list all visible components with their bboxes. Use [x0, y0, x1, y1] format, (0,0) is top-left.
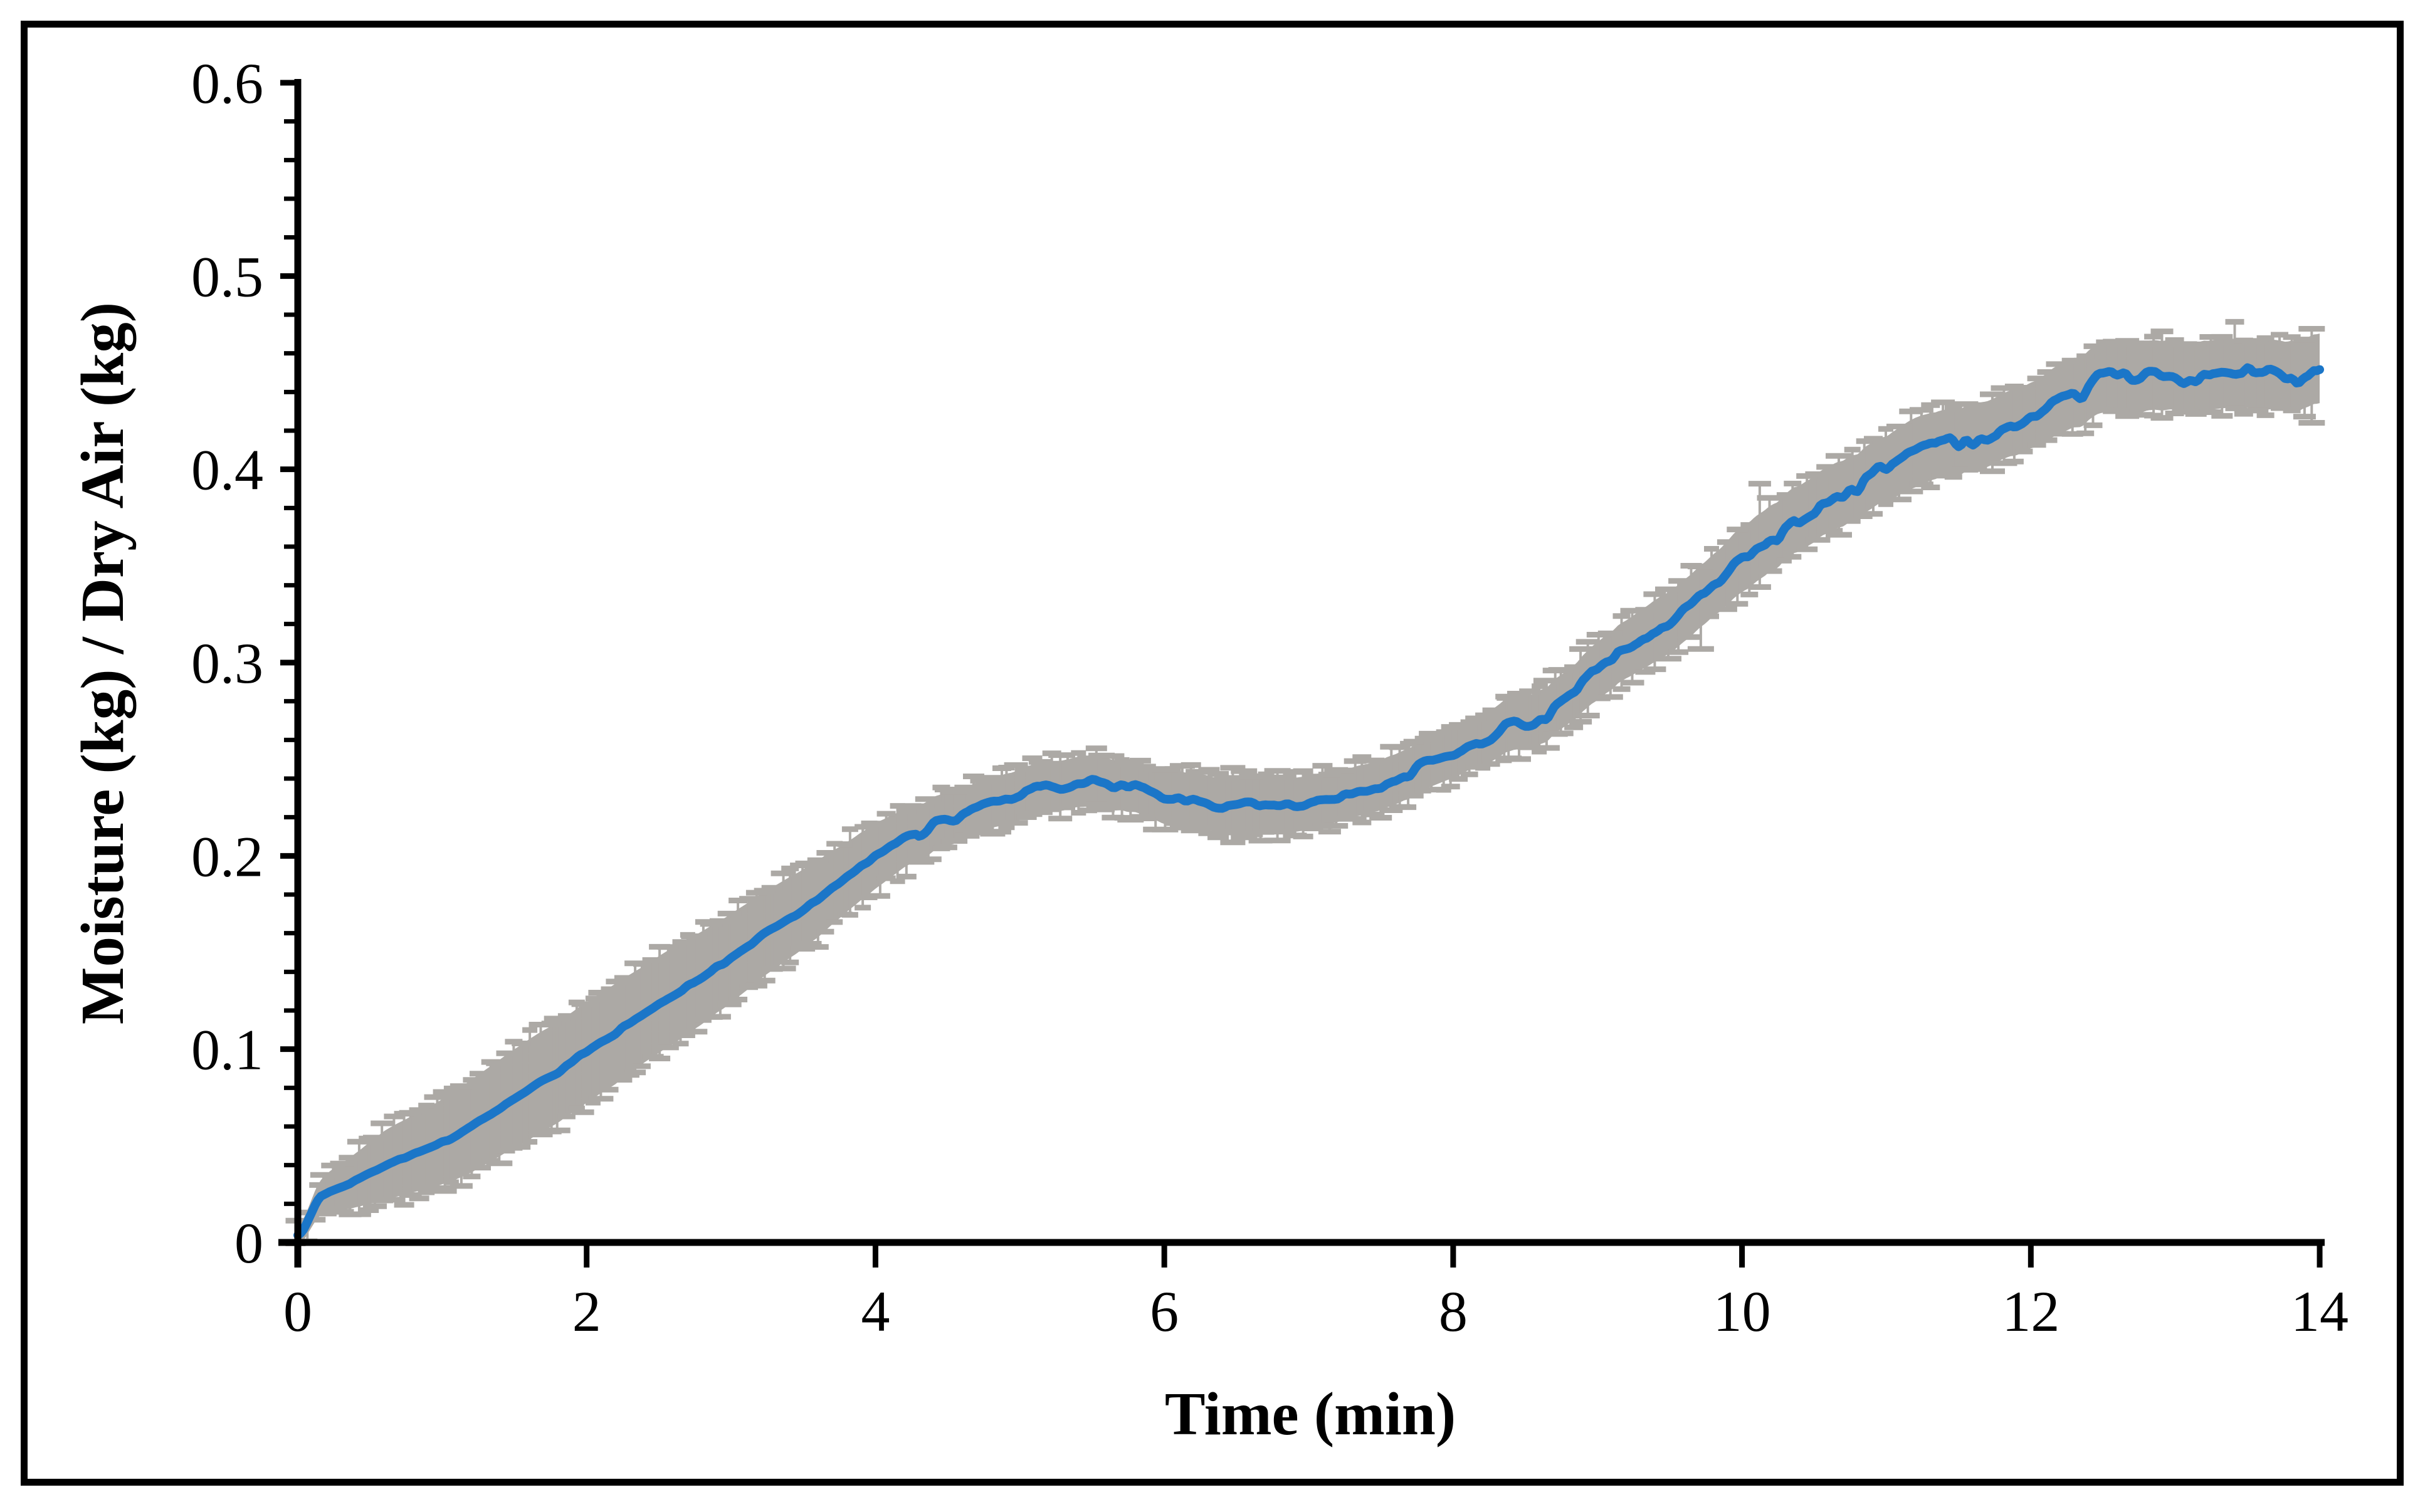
tick-marks-layer — [280, 80, 2323, 1268]
y-tick-label: 0.5 — [191, 244, 263, 308]
x-tick-label: 2 — [572, 1279, 601, 1343]
x-tick-label: 10 — [1713, 1279, 1771, 1343]
y-axis-title: Moisture (kg) / Dry Air (kg) — [69, 302, 136, 1025]
mean-line-layer — [293, 363, 2324, 1240]
error-band — [298, 333, 2320, 1242]
y-tick-label: 0.1 — [191, 1018, 263, 1082]
x-axis-title: Time (min) — [1164, 1380, 1456, 1447]
y-tick-label: 0.4 — [191, 438, 263, 502]
figure-border — [21, 21, 2404, 1486]
x-tick-label: 0 — [283, 1279, 312, 1343]
error-band-layer — [298, 333, 2320, 1242]
y-tick-label: 0.6 — [191, 51, 263, 115]
x-tick-label: 14 — [2291, 1279, 2348, 1343]
x-tick-label: 8 — [1439, 1279, 1468, 1343]
y-tick-label: 0.2 — [191, 824, 263, 888]
y-tick-label: 0.3 — [191, 631, 263, 695]
x-tick-label: 12 — [2002, 1279, 2059, 1343]
x-tick-labels: 0 2 4 6 8 10 12 14 — [283, 1279, 2348, 1343]
y-tick-label: 0 — [234, 1211, 263, 1275]
x-tick-label: 6 — [1150, 1279, 1179, 1343]
x-tick-label: 4 — [861, 1279, 890, 1343]
y-tick-labels: 0 0.1 0.2 0.3 0.4 0.5 0.6 — [191, 51, 263, 1275]
error-bar-caps-lower — [285, 405, 2325, 1246]
moisture-mean-line — [293, 363, 2324, 1240]
